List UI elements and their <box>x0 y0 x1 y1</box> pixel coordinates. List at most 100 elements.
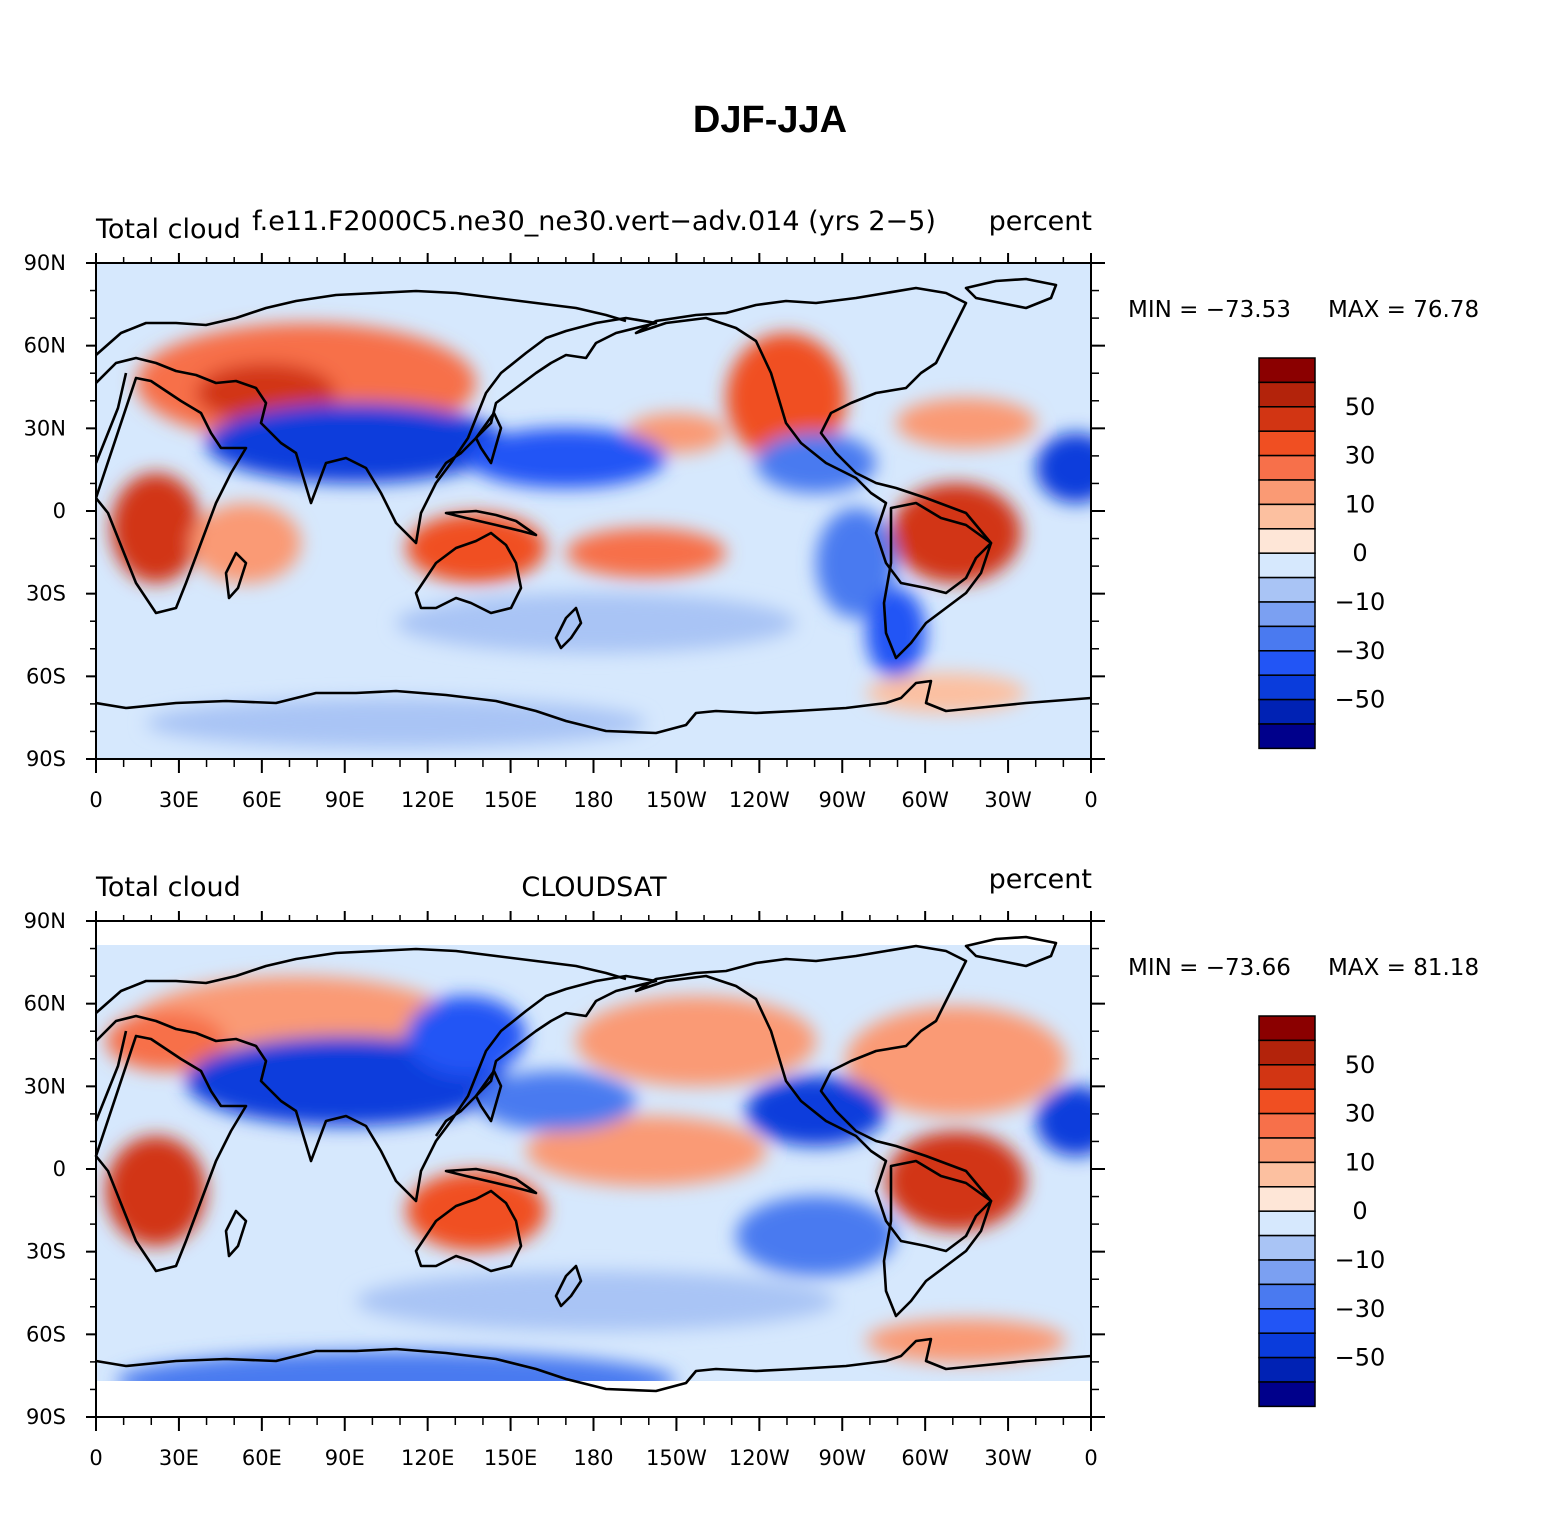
model-panel: Total cloud f.e11.F2000C5.ne30_ne30.vert… <box>24 206 1480 812</box>
panel-center-label: f.e11.F2000C5.ne30_ne30.vert−adv.014 (yr… <box>252 206 936 237</box>
colorbar-box <box>1258 576 1316 603</box>
lon-tick-label: 90E <box>325 1446 365 1470</box>
lon-tick-label: 60W <box>901 1446 949 1470</box>
lat-tick-label: 60N <box>24 334 66 358</box>
colorbar-box <box>1258 1137 1316 1164</box>
lat-tick-label: 60S <box>26 664 66 688</box>
colorbar-box <box>1258 454 1316 481</box>
lat-tick-label: 30S <box>26 582 66 606</box>
colorbar-box <box>1258 1332 1316 1359</box>
map-axes: 90N 60N 30N 0 30S 60S 90S 0 30E 60E 90E 120E 150E 180… <box>24 909 1105 1470</box>
panel-left-label: Total cloud <box>95 872 241 903</box>
colorbar-label: 50 <box>1345 1051 1376 1079</box>
lon-tick-label: 180 <box>573 1446 613 1470</box>
panel-right-label: percent <box>989 864 1092 895</box>
lat-tick-label: 0 <box>53 1157 66 1181</box>
lon-tick-label: 0 <box>1084 1446 1097 1470</box>
max-value-label: MAX = 81.18 <box>1328 955 1479 981</box>
lon-tick-label: 120E <box>401 788 454 812</box>
colorbar-box <box>1258 601 1316 628</box>
colorbar-label: 30 <box>1345 1100 1376 1128</box>
map-axes: 90N 60N 30N 0 30S 60S 90S 0 30E 60E 90E 120E 150E 180… <box>24 251 1105 812</box>
colorbar-box <box>1258 698 1316 725</box>
lat-tick-label: 0 <box>53 499 66 523</box>
max-value-label: MAX = 76.78 <box>1328 297 1479 323</box>
lon-tick-label: 30E <box>159 1446 199 1470</box>
colorbar-box <box>1258 1064 1316 1090</box>
lon-tick-label: 0 <box>1084 788 1097 812</box>
colorbar-box <box>1258 1283 1316 1310</box>
lon-tick-label: 120W <box>729 788 790 812</box>
colorbar-box <box>1258 1039 1316 1066</box>
lon-tick-label: 180 <box>573 788 613 812</box>
lon-tick-label: 0 <box>89 1446 102 1470</box>
colorbar-label: −30 <box>1335 1295 1386 1323</box>
colorbar-label: 50 <box>1345 393 1376 421</box>
lat-tick-label: 60N <box>24 992 66 1016</box>
colorbar-box <box>1258 1356 1316 1383</box>
colorbar-box <box>1258 1308 1316 1334</box>
lon-tick-label: 150E <box>484 788 537 812</box>
lon-tick-label: 120E <box>401 1446 454 1470</box>
colorbar-box <box>1258 430 1316 457</box>
lon-tick-label: 30W <box>984 788 1032 812</box>
colorbar-label: 0 <box>1352 1197 1367 1225</box>
colorbar-box <box>1258 1234 1316 1261</box>
colorbar-label: −10 <box>1335 1246 1386 1274</box>
colorbar-box <box>1258 381 1316 408</box>
lon-tick-label: 60W <box>901 788 949 812</box>
panel-right-label: percent <box>989 206 1092 237</box>
colorbar-label: 30 <box>1345 442 1376 470</box>
colorbar-label: 10 <box>1345 490 1376 518</box>
colorbar-box <box>1258 1015 1316 1042</box>
lat-tick-label: 90S <box>26 1405 66 1429</box>
lon-tick-label: 60E <box>242 1446 282 1470</box>
lat-tick-label: 90N <box>24 909 66 933</box>
lon-tick-label: 90W <box>819 788 867 812</box>
lon-tick-label: 30W <box>984 1446 1032 1470</box>
panel-left-label: Total cloud <box>95 214 241 245</box>
lon-tick-label: 150E <box>484 1446 537 1470</box>
lat-tick-label: 30N <box>24 416 66 440</box>
lat-tick-label: 30N <box>24 1074 66 1098</box>
lat-tick-label: 90N <box>24 251 66 275</box>
lon-tick-label: 90E <box>325 788 365 812</box>
map-field <box>96 263 1091 759</box>
lat-tick-label: 90S <box>26 747 66 771</box>
colorbar-box <box>1258 479 1316 506</box>
colorbar-box <box>1258 650 1316 676</box>
colorbar-box <box>1258 552 1316 579</box>
lon-tick-label: 90W <box>819 1446 867 1470</box>
colorbar-box <box>1258 1186 1316 1212</box>
observation-panel: Total cloud CLOUDSAT percent 90N 60N 30N 0 3… <box>24 864 1480 1470</box>
lat-tick-label: 30S <box>26 1240 66 1264</box>
min-value-label: MIN = −73.66 <box>1128 955 1291 981</box>
colorbar-box <box>1258 723 1316 750</box>
colorbar: 50 30 10 0 −10 −30 −50 <box>1258 357 1386 750</box>
colorbar-box <box>1258 1088 1316 1115</box>
colorbar: 50 30 10 0 −10 −30 −50 <box>1258 1015 1386 1408</box>
colorbar-box <box>1258 1259 1316 1286</box>
panel-center-label: CLOUDSAT <box>521 872 667 903</box>
colorbar-box <box>1258 625 1316 652</box>
lon-tick-label: 60E <box>242 788 282 812</box>
colorbar-label: 10 <box>1345 1148 1376 1176</box>
colorbar-label: 0 <box>1352 539 1367 567</box>
colorbar-label: −10 <box>1335 588 1386 616</box>
colorbar-box <box>1258 674 1316 701</box>
colorbar-label: −30 <box>1335 637 1386 665</box>
lon-tick-label: 0 <box>89 788 102 812</box>
colorbar-box <box>1258 503 1316 530</box>
lon-tick-label: 120W <box>729 1446 790 1470</box>
colorbar-box <box>1258 1381 1316 1408</box>
lon-tick-label: 30E <box>159 788 199 812</box>
colorbar-box <box>1258 1210 1316 1237</box>
min-value-label: MIN = −73.53 <box>1128 297 1291 323</box>
figure-title: DJF-JJA <box>693 99 847 141</box>
lat-tick-label: 60S <box>26 1322 66 1346</box>
lon-tick-label: 150W <box>646 788 707 812</box>
colorbar-box <box>1258 406 1316 432</box>
colorbar-box <box>1258 1112 1316 1139</box>
colorbar-box <box>1258 357 1316 384</box>
